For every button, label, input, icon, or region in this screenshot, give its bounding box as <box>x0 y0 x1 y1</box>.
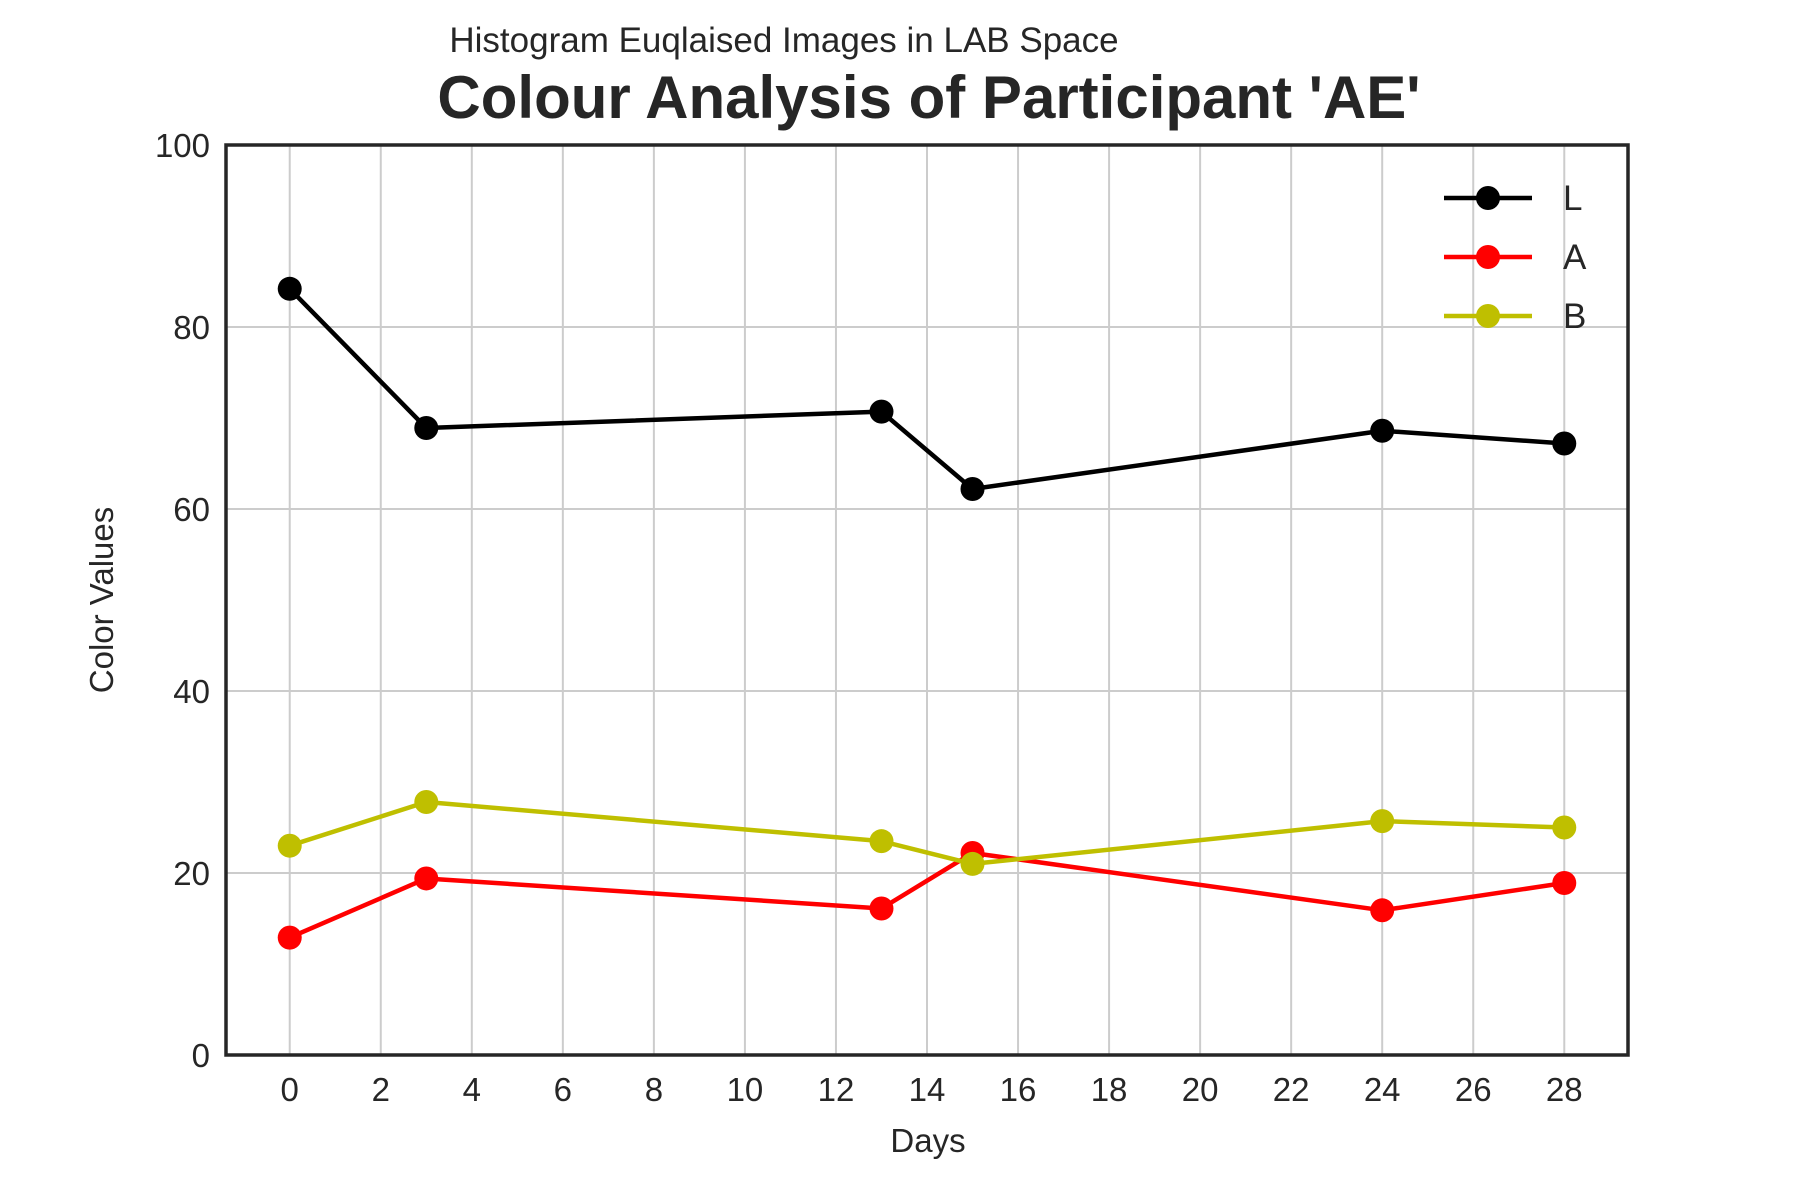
x-tick-label: 24 <box>1364 1071 1401 1108</box>
series-group <box>277 276 1577 950</box>
x-tick-label: 6 <box>554 1071 572 1108</box>
legend-marker-a <box>1476 245 1500 269</box>
data-point-l <box>1552 431 1577 456</box>
y-tick-label: 20 <box>173 855 210 892</box>
series-b <box>277 790 1577 876</box>
series-l <box>277 276 1577 501</box>
data-point-l <box>960 476 985 501</box>
data-point-l <box>414 416 439 441</box>
x-tick-label: 8 <box>645 1071 663 1108</box>
legend: LAB <box>1444 179 1587 336</box>
grid <box>226 144 1628 1056</box>
legend-marker-b <box>1476 304 1500 328</box>
x-tick-label: 18 <box>1091 1071 1128 1108</box>
x-tick-label: 26 <box>1455 1071 1492 1108</box>
data-point-l <box>869 399 894 424</box>
x-tick-label: 12 <box>818 1071 855 1108</box>
y-tick-label: 40 <box>173 673 210 710</box>
y-tick-label: 80 <box>173 309 210 346</box>
y-tick-label: 60 <box>173 491 210 528</box>
x-tick-label: 4 <box>463 1071 481 1108</box>
x-tick-label: 22 <box>1273 1071 1310 1108</box>
data-point-b <box>414 790 439 815</box>
data-point-a <box>414 866 439 891</box>
data-point-b <box>1370 809 1395 834</box>
x-tick-label: 10 <box>727 1071 764 1108</box>
y-axis-label: Color Values <box>83 507 120 693</box>
x-tick-label: 16 <box>1000 1071 1037 1108</box>
data-point-a <box>869 896 894 921</box>
data-point-a <box>1370 898 1395 923</box>
legend-item-a: A <box>1444 238 1587 277</box>
legend-item-b: B <box>1444 297 1586 336</box>
x-tick-label: 14 <box>909 1071 946 1108</box>
legend-label-b: B <box>1563 297 1586 336</box>
chart-title: Colour Analysis of Participant 'AE' <box>437 64 1420 131</box>
data-point-l <box>1370 418 1395 443</box>
series-line-b <box>289 799 1565 867</box>
series-a <box>277 840 1577 950</box>
y-tick-label: 100 <box>155 127 210 164</box>
series-line-l <box>288 287 1565 492</box>
x-tick-label: 28 <box>1546 1071 1583 1108</box>
legend-item-l: L <box>1444 179 1582 218</box>
x-tick-label: 2 <box>372 1071 390 1108</box>
data-point-b <box>277 833 302 858</box>
data-point-l <box>277 276 302 301</box>
legend-label-a: A <box>1563 238 1587 277</box>
legend-marker-l <box>1476 186 1500 210</box>
x-axis-label: Days <box>890 1122 965 1159</box>
data-point-b <box>869 829 894 854</box>
x-axis-ticks: 0 2 4 6 8 10 12 14 16 18 20 22 24 26 28 <box>281 1071 1583 1108</box>
data-point-a <box>277 925 302 950</box>
data-point-a <box>1552 871 1577 896</box>
y-tick-label: 0 <box>192 1037 210 1074</box>
data-point-b <box>1552 815 1577 840</box>
plot-frame <box>224 143 1630 1057</box>
x-tick-label: 0 <box>281 1071 299 1108</box>
x-tick-label: 20 <box>1182 1071 1219 1108</box>
data-point-b <box>960 851 985 876</box>
series-line-a <box>288 850 1565 940</box>
legend-label-l: L <box>1563 179 1582 218</box>
y-axis-ticks: 0 20 40 60 80 100 <box>155 127 210 1074</box>
chart-subtitle: Histogram Euqlaised Images in LAB Space <box>449 21 1118 60</box>
